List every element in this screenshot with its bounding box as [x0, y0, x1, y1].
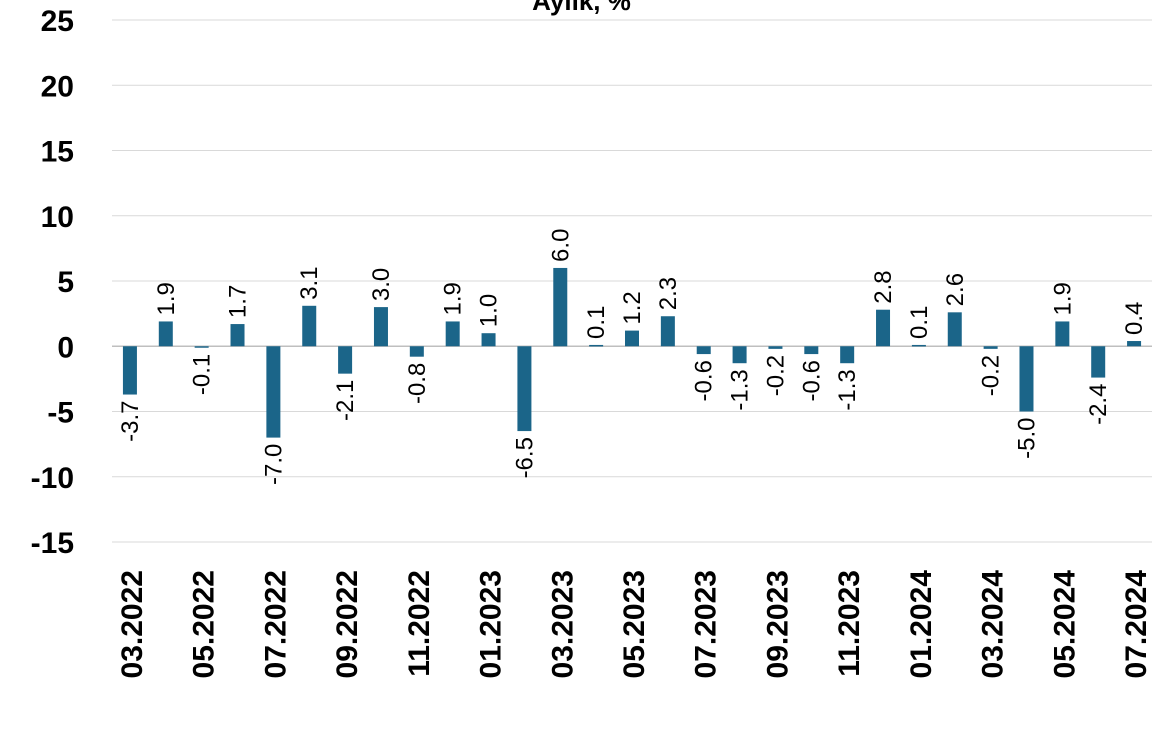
bar-10.2023	[804, 346, 819, 355]
data-label: 0.1	[906, 306, 933, 339]
data-label: 1.9	[440, 282, 467, 315]
data-label: -0.8	[404, 363, 431, 404]
y-axis-ticks: 25 20 15 10 5 0 -5 -10 -15	[31, 5, 74, 560]
bar-04.2023	[589, 344, 604, 347]
x-tick-label: 01.2023	[475, 570, 508, 678]
y-tick-label: 15	[41, 136, 74, 169]
gridlines	[112, 19, 1152, 543]
data-label: -0.6	[798, 360, 825, 401]
x-axis-ticks: 03.2022 05.2022 07.2022 09.2022 11.2022 01.20…	[116, 570, 1153, 679]
y-tick-label: 0	[57, 331, 74, 364]
bar-05.2024	[1055, 321, 1070, 347]
y-tick-label: 10	[41, 201, 74, 234]
data-label: -1.3	[834, 369, 861, 410]
bar-06.2022	[230, 324, 245, 347]
data-label: 1.9	[153, 282, 180, 315]
data-label: -2.4	[1085, 384, 1112, 425]
x-tick-label: 11.2022	[403, 570, 436, 677]
bar-06.2024	[1091, 346, 1106, 378]
x-tick-label: 03.2024	[977, 570, 1010, 679]
bar-10.2022	[373, 307, 388, 347]
data-label: -5.0	[1013, 418, 1040, 459]
bar-11.2023	[840, 346, 855, 364]
bar-08.2022	[302, 305, 317, 347]
data-label: -0.2	[762, 355, 789, 396]
data-label: 3.1	[296, 266, 323, 299]
data-label: 6.0	[547, 229, 574, 262]
data-label: 1.0	[476, 294, 503, 327]
bar-01.2024	[911, 344, 926, 347]
data-label: 1.2	[619, 291, 646, 324]
bar-07.2022	[266, 346, 281, 438]
bar-04.2022	[158, 321, 173, 347]
data-label: 0.4	[1121, 302, 1148, 335]
data-label: -0.2	[978, 355, 1005, 396]
data-label: -7.0	[260, 444, 287, 485]
bar-12.2022	[445, 321, 460, 347]
data-labels: -3.7 1.9 -0.1 1.7 -7.0 3.1 -2.1 3.0 -0.8 1.9 1.0 -6…	[117, 229, 1148, 485]
x-tick-label: 01.2024	[905, 570, 938, 679]
x-tick-label: 07.2023	[690, 570, 723, 678]
x-tick-label: 03.2022	[116, 570, 149, 678]
bar-03.2024	[983, 346, 998, 349]
bar-12.2023	[876, 309, 891, 347]
bar-07.2023	[696, 346, 711, 355]
x-tick-label: 05.2022	[188, 570, 221, 678]
data-label: 3.0	[368, 268, 395, 301]
x-tick-label: 03.2023	[546, 570, 579, 678]
y-tick-label: -5	[47, 397, 74, 430]
x-tick-label: 07.2024	[1120, 570, 1153, 679]
bar-03.2023	[553, 267, 568, 347]
y-tick-label: 20	[41, 70, 74, 103]
bar-05.2022	[194, 346, 209, 348]
bar-02.2024	[947, 312, 962, 347]
bar-09.2022	[338, 346, 353, 374]
bar-03.2022	[122, 346, 137, 395]
x-tick-label: 05.2023	[618, 570, 651, 678]
data-label: -1.3	[727, 369, 754, 410]
y-tick-label: 25	[41, 5, 74, 38]
y-tick-label: -10	[31, 462, 74, 495]
data-label: 1.9	[1049, 282, 1076, 315]
data-label: 1.7	[225, 285, 252, 318]
bar-05.2023	[625, 330, 639, 347]
bar-11.2022	[409, 346, 424, 357]
y-tick-label: 5	[57, 266, 74, 299]
data-label: 2.6	[942, 273, 969, 306]
data-label: 2.8	[870, 270, 897, 303]
bar-09.2023	[768, 346, 783, 349]
bar-01.2023	[481, 333, 496, 347]
bar-04.2024	[1019, 346, 1034, 412]
y-tick-label: -15	[31, 527, 74, 560]
x-tick-label: 09.2022	[331, 570, 364, 678]
data-label: -3.7	[117, 401, 144, 442]
x-tick-label: 09.2023	[761, 570, 794, 678]
bar-07.2024	[1127, 341, 1142, 347]
x-tick-label: 11.2023	[833, 570, 866, 677]
data-label: -0.1	[189, 354, 216, 395]
bar-06.2023	[660, 316, 675, 347]
bar-08.2023	[732, 346, 747, 364]
data-label: -0.6	[691, 360, 718, 401]
chart-title: Aylık, %	[532, 0, 631, 16]
bars	[122, 267, 1142, 438]
data-label: -6.5	[511, 437, 538, 478]
data-label: 2.3	[655, 277, 682, 310]
data-label: 0.1	[583, 306, 610, 339]
bar-02.2023	[517, 346, 532, 432]
x-tick-label: 07.2022	[259, 570, 292, 678]
data-label: -2.1	[332, 380, 359, 421]
x-tick-label: 05.2024	[1048, 570, 1081, 679]
